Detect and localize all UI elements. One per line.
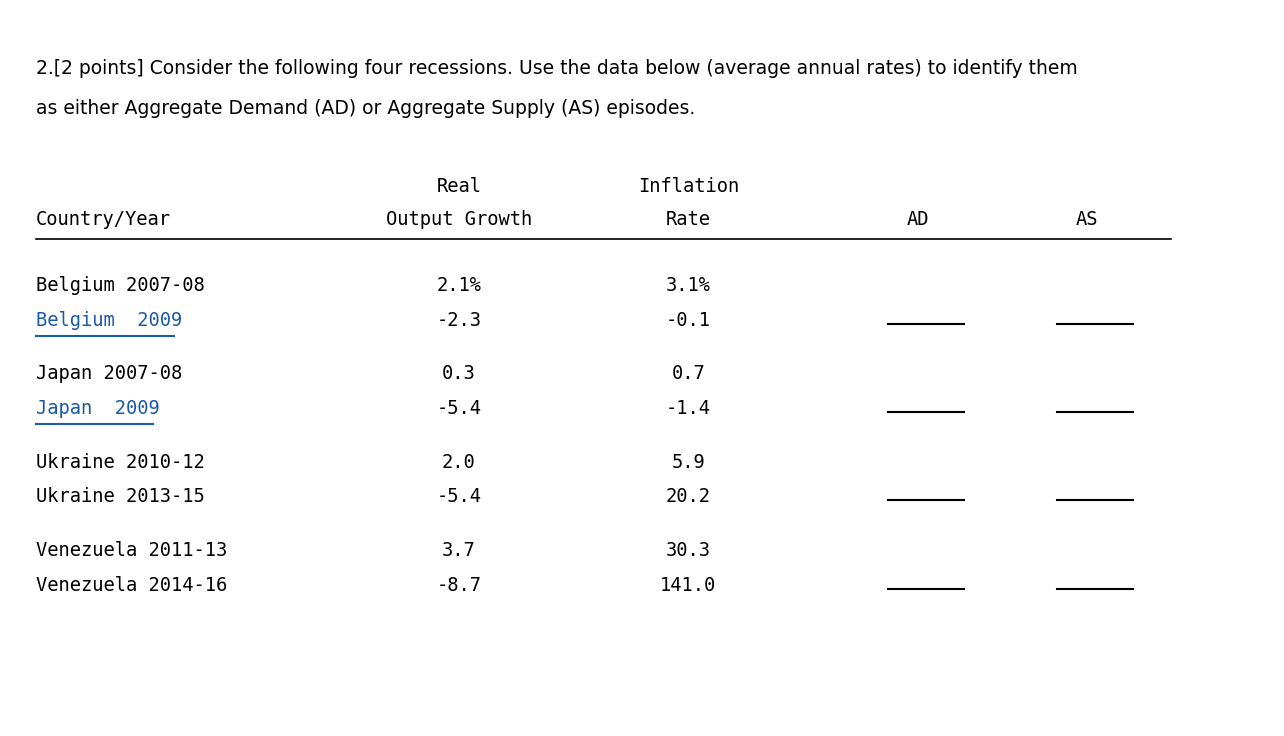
Text: -8.7: -8.7 — [437, 576, 482, 595]
Text: as either Aggregate Demand (AD) or Aggregate Supply (AS) episodes.: as either Aggregate Demand (AD) or Aggre… — [36, 99, 696, 118]
Text: 3.7: 3.7 — [442, 541, 476, 560]
Text: 0.3: 0.3 — [442, 364, 476, 383]
Text: 20.2: 20.2 — [666, 487, 711, 506]
Text: Belgium 2007-08: Belgium 2007-08 — [36, 276, 205, 295]
Text: Inflation: Inflation — [638, 177, 738, 196]
Text: Japan  2009: Japan 2009 — [36, 399, 160, 418]
Text: 0.7: 0.7 — [672, 364, 705, 383]
Text: -1.4: -1.4 — [666, 399, 711, 418]
Text: -5.4: -5.4 — [437, 399, 482, 418]
Text: Belgium  2009: Belgium 2009 — [36, 311, 182, 330]
Text: 3.1%: 3.1% — [666, 276, 711, 295]
Text: -0.1: -0.1 — [666, 311, 711, 330]
Text: Japan 2007-08: Japan 2007-08 — [36, 364, 182, 383]
Text: Venezuela 2011-13: Venezuela 2011-13 — [36, 541, 227, 560]
Text: Rate: Rate — [666, 210, 711, 229]
Text: 30.3: 30.3 — [666, 541, 711, 560]
Text: Ukraine 2010-12: Ukraine 2010-12 — [36, 453, 205, 472]
Text: 2.[2 points] Consider the following four recessions. Use the data below (average: 2.[2 points] Consider the following four… — [36, 59, 1079, 78]
Text: AD: AD — [907, 210, 928, 229]
Text: 2.1%: 2.1% — [437, 276, 482, 295]
Text: 141.0: 141.0 — [660, 576, 716, 595]
Text: 2.0: 2.0 — [442, 453, 476, 472]
Text: AS: AS — [1076, 210, 1098, 229]
Text: Country/Year: Country/Year — [36, 210, 171, 229]
Text: 5.9: 5.9 — [672, 453, 705, 472]
Text: Output Growth: Output Growth — [385, 210, 532, 229]
Text: -2.3: -2.3 — [437, 311, 482, 330]
Text: Ukraine 2013-15: Ukraine 2013-15 — [36, 487, 205, 506]
Text: Real: Real — [437, 177, 482, 196]
Text: -5.4: -5.4 — [437, 487, 482, 506]
Text: Venezuela 2014-16: Venezuela 2014-16 — [36, 576, 227, 595]
